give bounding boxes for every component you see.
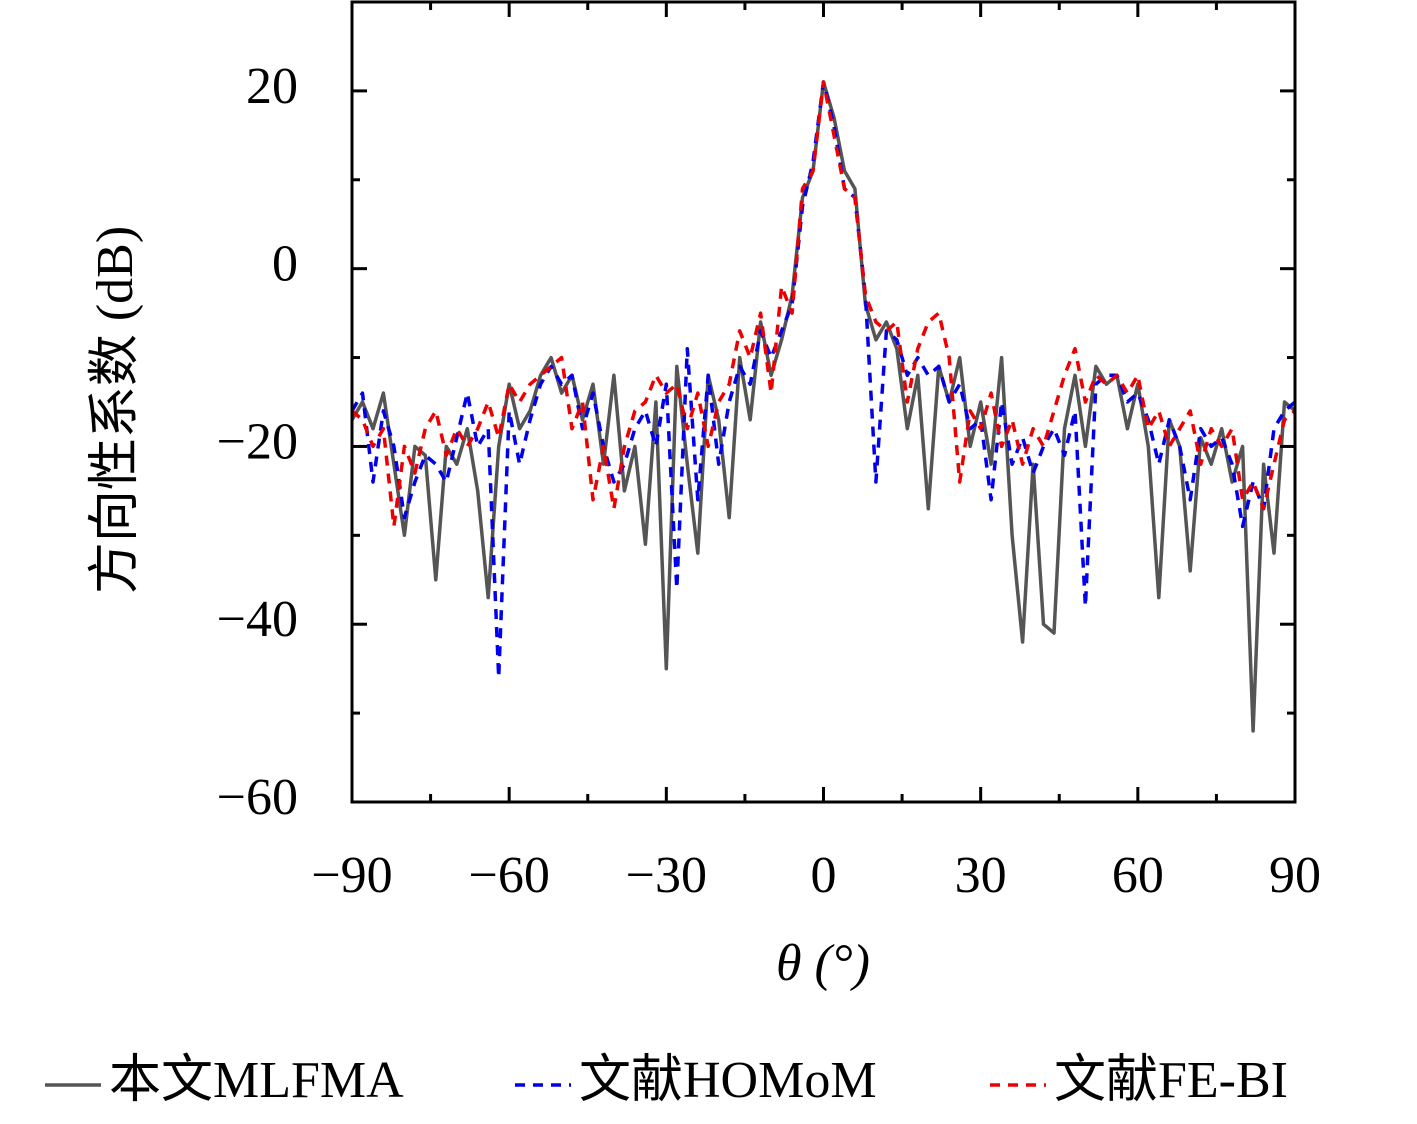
series-line [352,80,1295,680]
x-tick-label: 0 [811,847,837,904]
plot-area [352,80,1295,733]
x-axis-label: θ (°) [776,935,870,992]
x-tick-label: −60 [469,847,550,904]
x-tick-label: 60 [1112,847,1164,904]
x-tick-label: −90 [311,847,392,904]
legend-label: 文献HOMoM [579,1052,877,1109]
x-tick-label: −30 [626,847,707,904]
y-tick-label: 20 [246,58,298,115]
y-tick-label: −40 [217,591,298,648]
y-axis-label: 方向性系数 (dB) [87,226,144,594]
plot-frame [350,0,1297,804]
series-line [352,80,1295,733]
y-tick-label: −60 [217,769,298,826]
y-tick-label: 0 [272,236,298,293]
legend-label: 本文MLFMA [109,1052,404,1109]
y-tick-label: −20 [217,413,298,470]
series-line [352,80,1295,529]
legend-label: 文献FE-BI [1054,1052,1288,1109]
x-tick-label: 90 [1269,847,1321,904]
x-tick-label: 30 [955,847,1007,904]
